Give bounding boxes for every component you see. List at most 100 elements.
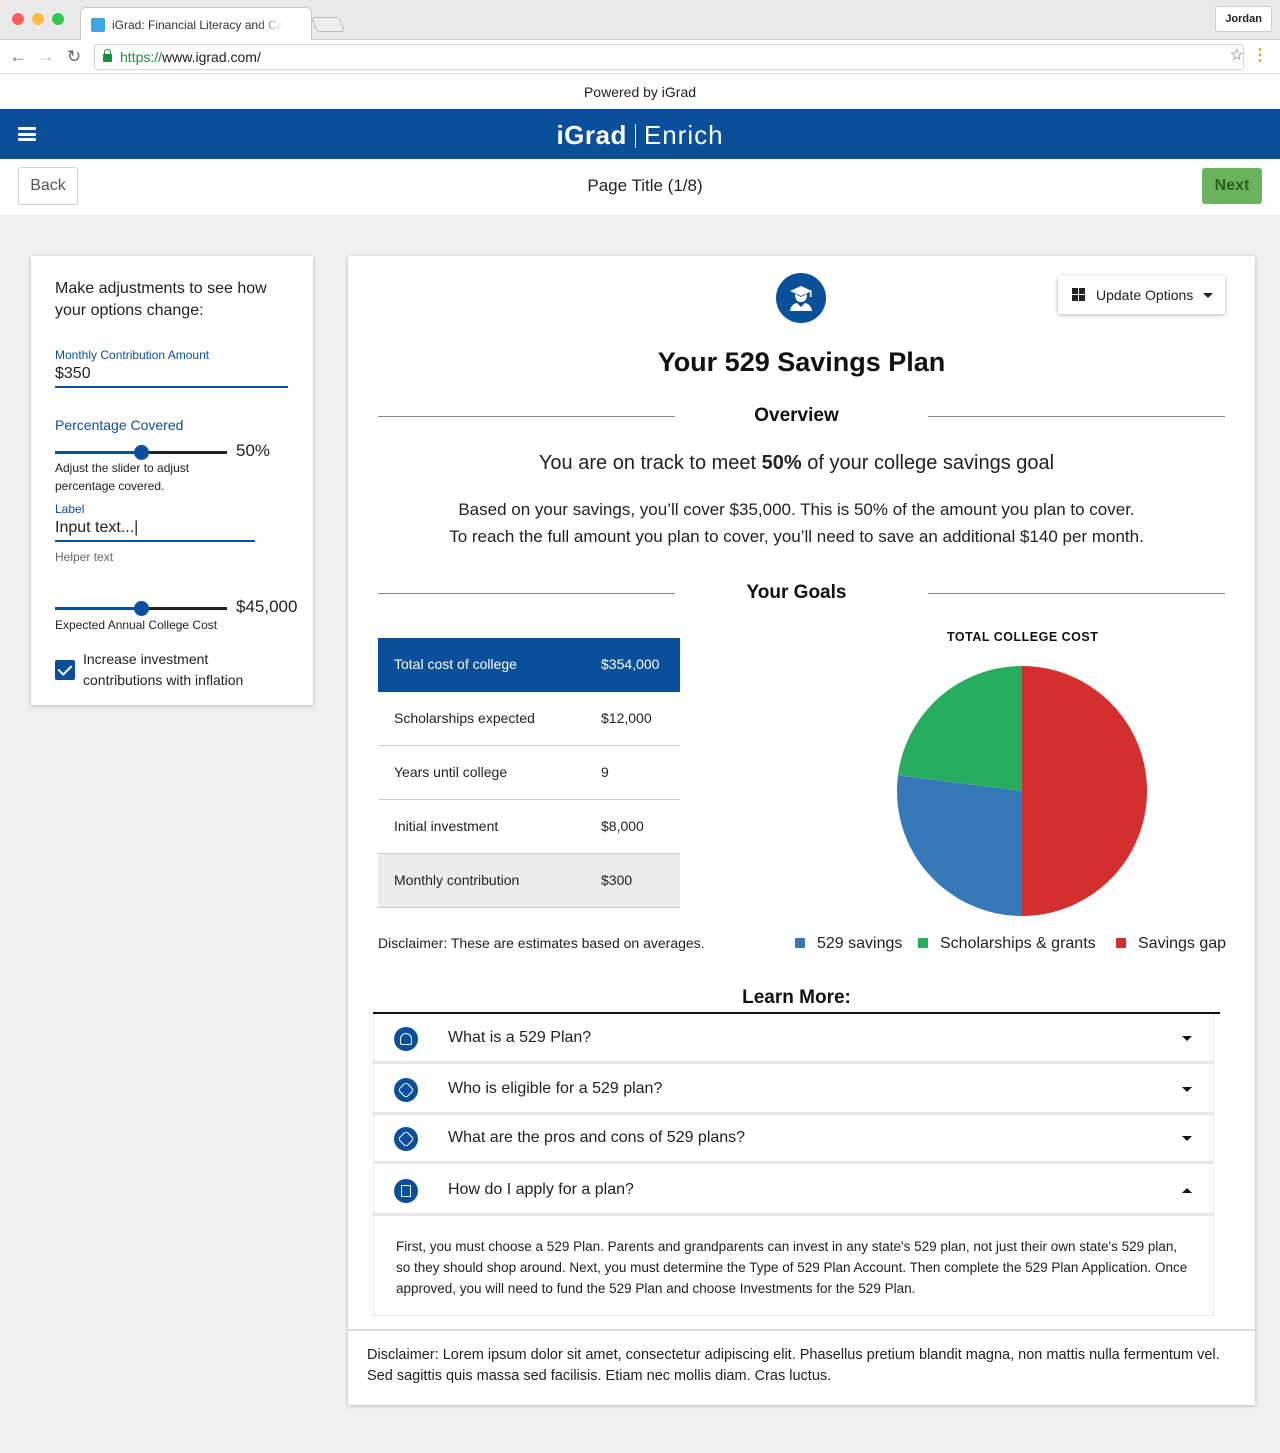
overview-rule-right <box>928 416 1225 417</box>
goal-label: Monthly contribution <box>394 872 520 888</box>
logo-divider <box>634 124 636 148</box>
overview-title: Overview <box>754 405 839 426</box>
adjustments-panel: Make adjustments to see how your options… <box>31 256 313 705</box>
goals-rule-left <box>378 593 675 594</box>
page-title: Page Title (1/8) <box>587 176 703 195</box>
adjustments-heading: Make adjustments to see how your options… <box>55 280 267 319</box>
browser-menu-icon[interactable]: ⋮ <box>1252 47 1268 64</box>
gauge-icon <box>394 1027 418 1051</box>
legend-item-529-savings: 529 savings <box>795 935 902 953</box>
page-nav-bar: Back Page Title (1/8) Next <box>0 159 1280 215</box>
browser-toolbar: ← → ↻ https://www.igrad.com/ ☆ ⋮ <box>0 40 1280 74</box>
inflation-checkbox[interactable] <box>55 660 75 680</box>
percentage-covered-slider[interactable] <box>55 445 227 460</box>
plan-title: Your 529 Savings Plan <box>657 347 946 377</box>
minimize-window-button[interactable] <box>32 13 44 25</box>
update-options-label: Update Options <box>1096 287 1194 303</box>
savings-plan-panel: Update Options Your 529 Savings Plan Ove… <box>348 256 1255 1405</box>
browser-tab-bar: iGrad: Financial Literacy and Ca Jordan <box>0 0 1280 41</box>
pie-slice-529-savings <box>897 775 1022 916</box>
forward-arrow-icon[interactable]: → <box>37 47 55 66</box>
goals-rule-right <box>928 593 1225 594</box>
legend-item-savings-gap: Savings gap <box>1116 935 1226 953</box>
maximize-window-button[interactable] <box>52 13 64 25</box>
pie-slice-scholarships-grants <box>897 666 1022 791</box>
table-row: Years until college 9 <box>378 746 680 800</box>
track-percent: 50% <box>761 452 802 474</box>
tag-dollar-icon <box>394 1078 418 1102</box>
overview-rule-left <box>378 416 675 417</box>
inflation-checkbox-label[interactable]: Increase investment contributions with i… <box>83 651 244 688</box>
lock-icon <box>103 49 112 62</box>
chevron-down-icon <box>1182 1036 1192 1041</box>
back-arrow-icon[interactable]: ← <box>9 47 27 66</box>
update-options-button[interactable]: Update Options <box>1058 276 1225 314</box>
college-cost-slider-thumb[interactable] <box>133 601 149 616</box>
track-summary: You are on track to meet 50% of your col… <box>348 452 1245 475</box>
goal-label: Initial investment <box>394 818 499 834</box>
goal-value: $12,000 <box>601 710 652 726</box>
igrad-enrich-logo: iGrad Enrich <box>0 109 1280 159</box>
college-cost-value: $45,000 <box>236 597 298 616</box>
close-window-button[interactable] <box>12 13 24 25</box>
accordion-label: What is a 529 Plan? <box>448 1029 592 1046</box>
legend-label: Scholarships & grants <box>940 935 1096 952</box>
tag-dollar-icon <box>394 1127 418 1151</box>
text-field-label: Label <box>55 502 85 516</box>
goal-label: Scholarships expected <box>394 710 535 726</box>
savings-description-line-1: Based on your savings, you’ll cover $35,… <box>458 500 1135 519</box>
monthly-contribution-underline <box>55 386 288 388</box>
accordion-item-what-is-529[interactable]: What is a 529 Plan? <box>373 1014 1214 1064</box>
percentage-slider-thumb[interactable] <box>133 445 149 460</box>
back-button[interactable]: Back <box>18 167 78 205</box>
college-cost-pie-chart <box>897 666 1147 916</box>
goals-table: Total cost of college $354,000 Scholarsh… <box>378 638 680 908</box>
chevron-down-icon <box>1203 293 1213 298</box>
learn-more-title: Learn More: <box>742 987 851 1008</box>
goal-value: $300 <box>601 872 633 888</box>
pie-slice-savings-gap <box>1022 666 1147 916</box>
profile-button[interactable]: Jordan <box>1215 6 1272 32</box>
document-icon <box>394 1179 418 1203</box>
app-header: iGrad Enrich <box>0 109 1280 159</box>
legend-item-scholarships: Scholarships & grants <box>918 935 1096 953</box>
goal-value: $354,000 <box>601 656 660 672</box>
table-row: Total cost of college $354,000 <box>378 638 680 692</box>
next-button[interactable]: Next <box>1202 168 1262 204</box>
accordion-item-who-is-eligible[interactable]: Who is eligible for a 529 plan? <box>373 1065 1214 1115</box>
reload-icon[interactable]: ↻ <box>66 47 82 66</box>
grid-icon <box>1072 288 1085 301</box>
text-input[interactable]: Input text...| <box>55 519 139 536</box>
estimates-disclaimer: Disclaimer: These are estimates based on… <box>378 935 705 951</box>
logo-enrich: Enrich <box>643 120 724 150</box>
new-tab-button[interactable] <box>311 17 345 32</box>
monthly-contribution-input[interactable]: $350 <box>55 365 91 382</box>
helper-text: Helper text <box>55 550 114 564</box>
savings-description: Based on your savings, you’ll cover $35,… <box>348 496 1245 550</box>
chevron-down-icon <box>1182 1136 1192 1141</box>
footer-disclaimer: Disclaimer: Lorem ipsum dolor sit amet, … <box>348 1329 1255 1405</box>
menu-icon[interactable] <box>18 127 36 141</box>
legend-label: Savings gap <box>1138 935 1227 952</box>
track-text-post: of your college savings goal <box>801 452 1055 474</box>
url-scheme: https:// <box>120 49 163 65</box>
percentage-slider-fill <box>55 451 141 454</box>
graduate-icon <box>776 273 826 323</box>
accordion-item-how-to-apply[interactable]: How do I apply for a plan? <box>373 1166 1214 1216</box>
percentage-covered-label: Percentage Covered <box>55 417 184 433</box>
accordion-item-pros-cons[interactable]: What are the pros and cons of 529 plans? <box>373 1114 1214 1164</box>
url-host: www.igrad.com/ <box>162 49 261 65</box>
address-bar[interactable]: https://www.igrad.com/ <box>94 44 1244 70</box>
learn-more-rule <box>373 1012 1220 1014</box>
favicon-icon <box>91 17 105 32</box>
goal-label: Total cost of college <box>394 656 517 672</box>
goals-title: Your Goals <box>746 582 847 603</box>
browser-tab[interactable]: iGrad: Financial Literacy and Ca <box>80 7 312 41</box>
slider-hint: Adjust the slider to adjust percentage c… <box>55 461 190 493</box>
bookmark-star-icon[interactable]: ☆ <box>1229 47 1244 64</box>
college-cost-slider[interactable] <box>55 601 227 616</box>
accordion-answer: First, you must choose a 529 Plan. Paren… <box>373 1216 1214 1316</box>
track-text-pre: You are on track to meet <box>538 452 762 474</box>
monthly-contribution-label: Monthly Contribution Amount <box>55 348 210 362</box>
college-cost-label: Expected Annual College Cost <box>55 618 218 632</box>
